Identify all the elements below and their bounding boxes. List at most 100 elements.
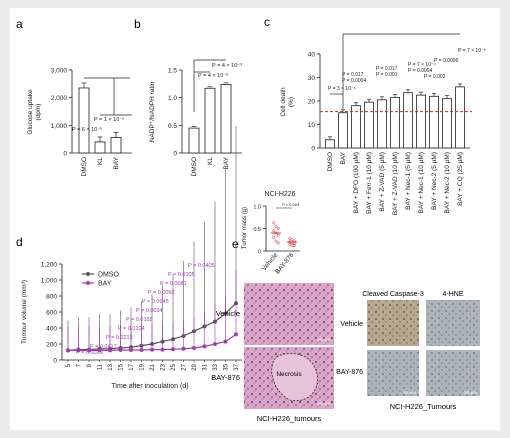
ihc-caption: NCI-H226_Tumours xyxy=(390,402,457,411)
panel-d-x-tick-label: 9 xyxy=(87,363,93,367)
he-scale-bar-1: 50 μm xyxy=(317,337,330,342)
ihc-bay876-4hne xyxy=(426,350,480,396)
panel-d-point-bay xyxy=(118,348,123,352)
panel-d-y-tick-label: 800 xyxy=(46,294,57,301)
panel-c-pvalue: P = 0.017 xyxy=(376,66,398,72)
panel-c-category: BAY + Nec-2 (5 μM) xyxy=(431,152,438,210)
panel-d-point-bay xyxy=(234,332,238,337)
panel-c-category: BAY + DFO (100 μM) xyxy=(353,152,360,213)
panel-c-ylabel: Cell death xyxy=(280,87,287,117)
panel-b-ylabel: NADP⁺/NADPH ratio xyxy=(149,81,156,142)
panel-label-d: d xyxy=(16,235,23,249)
panel-b-category: BAY xyxy=(223,156,230,169)
panel-label-c: c xyxy=(264,15,270,29)
panel-c-cell-death: 0 10 20 30 40 Cell death (%) DMSO BAY BAY + DFO (… xyxy=(280,33,486,215)
panel-b-bar xyxy=(188,127,200,154)
panel-d-pvalue: P = 0.0045 xyxy=(142,299,169,305)
panel-d-point-bay xyxy=(76,348,81,353)
necrosis-outline xyxy=(271,353,318,401)
panel-d-point-bay xyxy=(223,339,228,344)
panel-d-x-tick-label: 25 xyxy=(171,363,177,370)
ihc-row-bay876: BAY-876 xyxy=(336,369,363,376)
ihc-col-cleaved-caspase: Cleaved Caspase-3 xyxy=(362,291,424,298)
panel-d-point-bay xyxy=(192,346,196,350)
panel-d-xlabel: Time after inoculation (d) xyxy=(111,383,188,390)
panel-c-bar xyxy=(338,112,348,149)
panel-label-b: b xyxy=(134,17,141,31)
panel-a-pvalue-2: P = 6 × 10⁻⁵ xyxy=(72,126,102,133)
he-scale-bar-2: 50 μm xyxy=(317,401,330,406)
panel-d-pvalue: P = 0.0029 xyxy=(76,350,103,356)
panel-e-point-vehicle xyxy=(272,229,276,233)
panel-c-category: BAY + Z-VAD (5 μM) xyxy=(379,152,386,212)
panel-d-x-tick-label: 11 xyxy=(98,363,104,370)
panel-c-y-tick-label: 10 xyxy=(308,122,316,129)
panel-c-y-tick-label: 0 xyxy=(311,146,315,153)
panel-b-pvalue-2: P = 4 × 10⁻³ xyxy=(198,73,228,79)
panel-a-ylabel: (dpm) xyxy=(35,104,42,121)
panel-a-pvalue-1: P = 1 × 10⁻⁵ xyxy=(94,116,124,123)
panel-d-x-tick-label: 21 xyxy=(150,363,156,370)
panel-d-pvalue: P = 0.0092 xyxy=(148,290,175,296)
panel-d-x-tick-label: 13 xyxy=(108,363,114,370)
panel-c-category: BAY + Nec-1 (5 μM) xyxy=(405,152,412,210)
he-row-label-bay876: BAY-876 xyxy=(211,373,240,382)
panel-b-bar xyxy=(204,87,216,154)
panel-d-pvalue: P = 0.0155 xyxy=(126,317,153,323)
panel-c-bar xyxy=(416,94,426,149)
necrosis-label: Necrosis xyxy=(276,371,302,378)
panel-d-y-tick-label: 1,000 xyxy=(41,278,58,285)
panel-d-x-tick-label: 35 xyxy=(224,363,230,370)
panel-d-pvalue: P = 0.0417 xyxy=(90,344,117,350)
panel-e-y-tick-label: 0.5 xyxy=(253,227,261,233)
panel-e-y-tick-label: 0 xyxy=(258,250,261,256)
panel-d-x-tick-label: 33 xyxy=(213,363,219,370)
panel-a-bar xyxy=(94,141,106,154)
panel-c-y-tick-label: 40 xyxy=(308,52,316,59)
panel-c-bar xyxy=(442,98,452,149)
panel-c-bar xyxy=(429,95,439,149)
panel-a-y-tick-label: 3,000 xyxy=(51,68,68,75)
panel-c-ylabel: (%) xyxy=(288,97,295,107)
panel-b-category: KL xyxy=(207,157,214,165)
panel-e-point-vehicle xyxy=(276,227,280,230)
panel-d-pvalue: P = 0.0405 xyxy=(188,263,215,269)
panel-c-y-tick-label: 30 xyxy=(308,75,316,82)
panel-d-point-bay xyxy=(160,347,165,352)
panel-c-pvalue: P = 0.0004 xyxy=(342,78,366,84)
ihc-scale-bar-1: 50 μm xyxy=(403,390,416,395)
ihc-col-4hne: 4-HNE xyxy=(442,291,463,298)
panel-d-x-tick-label: 7 xyxy=(77,363,83,367)
panel-d-x-tick-label: 23 xyxy=(161,363,167,370)
panel-c-bar xyxy=(377,99,387,149)
panel-d-point-bay xyxy=(66,348,70,353)
panel-b-y-tick-label: 1.5 xyxy=(168,68,177,75)
panel-d-legend-marker xyxy=(86,281,90,285)
panel-d-point-bay xyxy=(181,346,186,351)
panel-b-y-tick-label: 1.0 xyxy=(168,95,177,102)
panel-e-point-bay876 xyxy=(290,238,294,242)
panel-e-title: NCI-H226 xyxy=(264,191,295,198)
panel-c-category: BAY xyxy=(340,151,347,164)
panel-d-point-bay xyxy=(87,348,91,353)
panel-b-pvalue-1: P = 4 × 10⁻³ xyxy=(212,63,242,69)
panel-a-bar xyxy=(110,137,122,154)
panel-c-bar xyxy=(403,92,413,149)
panel-a-y-tick-label: 1,000 xyxy=(51,123,68,130)
panel-d-point-bay xyxy=(171,347,175,352)
panel-c-category: BAY + CQ (25 μM) xyxy=(457,152,464,206)
panel-d-y-tick-label: 200 xyxy=(46,342,57,349)
panel-c-category: BAY + Z-VAD (10 μM) xyxy=(392,152,399,215)
panel-d-y-tick-label: 400 xyxy=(46,326,57,333)
panel-c-pvalue: P = 0.0004 xyxy=(408,68,432,74)
panel-c-y-tick-label: 20 xyxy=(308,99,316,106)
panel-label-e: e xyxy=(232,237,239,251)
panel-a-category: KL xyxy=(97,157,104,165)
panel-d-point-bay xyxy=(213,342,217,346)
he-caption: NCI-H226_tumours xyxy=(257,414,322,423)
panel-d-ylabel: Tumour volume (mm³) xyxy=(21,280,28,344)
panel-d-pvalue: P = 0.0213 xyxy=(106,335,133,341)
panel-e-point-bay876 xyxy=(288,236,292,240)
panel-d-x-tick-label: 31 xyxy=(203,363,209,370)
